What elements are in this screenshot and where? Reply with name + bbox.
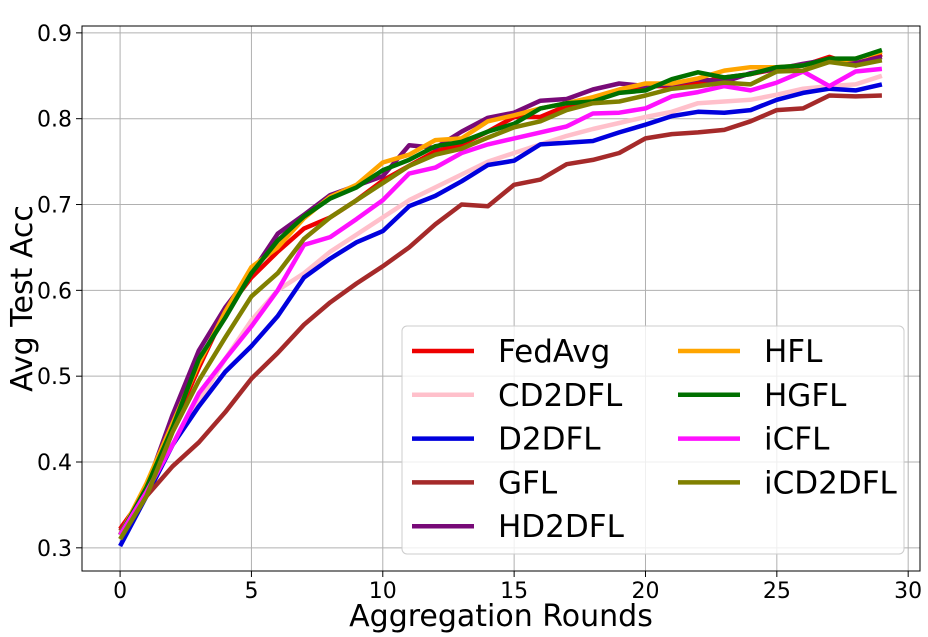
series-line-gfl xyxy=(118,93,882,533)
y-tick-label: 0.6 xyxy=(37,279,72,304)
x-tick-label: 0 xyxy=(113,579,127,604)
x-tick-label: 25 xyxy=(763,579,791,604)
legend-label: iCFL xyxy=(764,422,830,458)
x-tick-label: 20 xyxy=(631,579,659,604)
y-tick-label: 0.5 xyxy=(37,365,72,390)
series-line-d2dfl xyxy=(118,82,883,548)
series-line-icfl xyxy=(118,66,883,537)
y-axis-title: Avg Test Acc xyxy=(5,205,40,392)
legend-label: HGFL xyxy=(764,378,847,414)
legend-label: HD2DFL xyxy=(498,509,625,545)
y-tick-label: 0.9 xyxy=(37,22,72,47)
series-lines xyxy=(118,47,883,548)
series-line-cd2dfl xyxy=(118,73,883,534)
series-line-hfl xyxy=(118,49,883,537)
x-tick-label: 15 xyxy=(500,579,528,604)
legend-label: HFL xyxy=(764,334,823,370)
x-axis-title: Aggregation Rounds xyxy=(349,599,653,634)
legend-label: CD2DFL xyxy=(498,378,623,414)
x-tick-label: 30 xyxy=(894,579,922,604)
legend-frame xyxy=(401,325,905,555)
x-tick-label: 10 xyxy=(369,579,397,604)
legend: FedAvg CD2DFL D2DFL GFL HD2DFL HFL HGFL iCFL iCD… xyxy=(401,325,905,555)
legend-label: D2DFL xyxy=(498,422,601,458)
series-line-hgfl xyxy=(118,47,883,537)
legend-label: GFL xyxy=(498,465,558,501)
axis-ticks: 0 5 10 15 20 25 30 0.3 0.4 0.5 0.6 0.7 0.8 0.9 xyxy=(37,22,922,604)
y-tick-label: 0.3 xyxy=(37,537,72,562)
plot-area-frame xyxy=(81,25,921,572)
y-tick-label: 0.4 xyxy=(37,451,72,476)
y-tick-label: 0.7 xyxy=(37,194,72,219)
legend-label: iCD2DFL xyxy=(764,465,898,501)
legend-label: FedAvg xyxy=(498,334,610,370)
x-tick-label: 5 xyxy=(244,579,258,604)
series-line-icd2dfl xyxy=(118,58,883,541)
y-tick-label: 0.8 xyxy=(37,108,72,133)
